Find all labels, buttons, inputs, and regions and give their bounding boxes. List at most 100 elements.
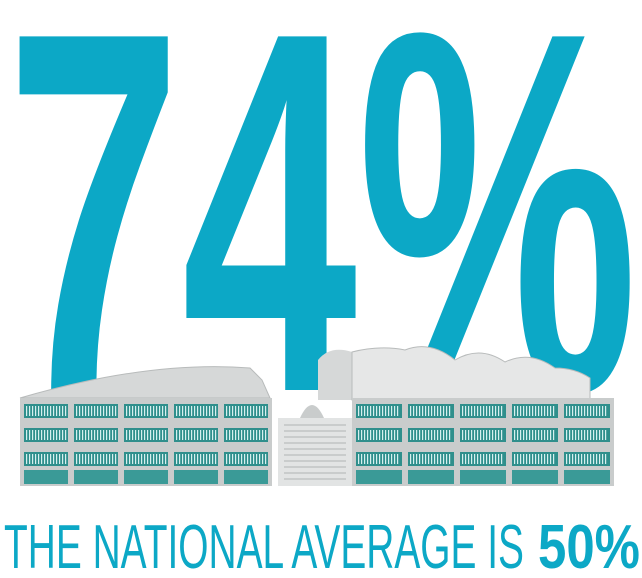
window [584,454,585,464]
window [153,430,154,440]
window [373,430,374,440]
window [41,430,42,440]
window [165,430,166,440]
window [24,470,68,484]
window [462,430,463,440]
window [440,430,441,440]
window [109,430,110,440]
window [185,454,186,464]
window [572,454,573,464]
window [24,404,68,418]
window [483,454,484,464]
window [250,430,251,440]
window [235,430,236,440]
window [206,430,207,440]
window [367,430,368,440]
window [566,406,567,416]
window [605,454,606,464]
window [578,406,579,416]
window [115,406,116,416]
window [106,430,107,440]
window [224,470,268,484]
window [150,406,151,416]
window [182,454,183,464]
window [569,430,570,440]
window [440,406,441,416]
window [103,454,104,464]
window [109,406,110,416]
window [182,430,183,440]
window [135,454,136,464]
entrance [278,418,352,486]
window [465,406,466,416]
window [529,430,530,440]
window [596,406,597,416]
window [535,454,536,464]
window [553,406,554,416]
window [235,406,236,416]
window [53,406,54,416]
window [581,430,582,440]
window [141,406,142,416]
window [129,454,130,464]
window [422,406,423,416]
window [185,406,186,416]
window [56,454,57,464]
window [209,406,210,416]
window [76,406,77,416]
window [265,430,266,440]
caption: THE NATIONAL AVERAGE IS 50% [4,513,640,578]
window [590,454,591,464]
window [538,454,539,464]
window [569,454,570,464]
window [126,430,127,440]
window [581,454,582,464]
window [596,430,597,440]
window [38,430,39,440]
window [379,406,380,416]
window [203,430,204,440]
window [185,430,186,440]
window [141,430,142,440]
window [587,406,588,416]
window [250,454,251,464]
window [244,406,245,416]
window [91,430,92,440]
window [541,430,542,440]
window [284,460,346,462]
window [495,430,496,440]
window [498,454,499,464]
window [431,406,432,416]
window [162,454,163,464]
window [523,430,524,440]
window [197,430,198,440]
window [428,430,429,440]
window [564,470,610,484]
window [443,454,444,464]
window [434,454,435,464]
window [517,406,518,416]
window [566,454,567,464]
window [82,430,83,440]
window [486,406,487,416]
window [26,406,27,416]
window [471,454,472,464]
window [74,428,118,442]
window [578,454,579,464]
window [82,406,83,416]
roof-curve [318,350,352,400]
window [224,452,268,466]
window [215,430,216,440]
window [229,454,230,464]
window [408,470,454,484]
window [437,430,438,440]
window [212,454,213,464]
window [147,430,148,440]
window [176,430,177,440]
window [520,430,521,440]
window [62,406,63,416]
window [179,430,180,440]
window [495,406,496,416]
window [584,406,585,416]
window [498,430,499,440]
